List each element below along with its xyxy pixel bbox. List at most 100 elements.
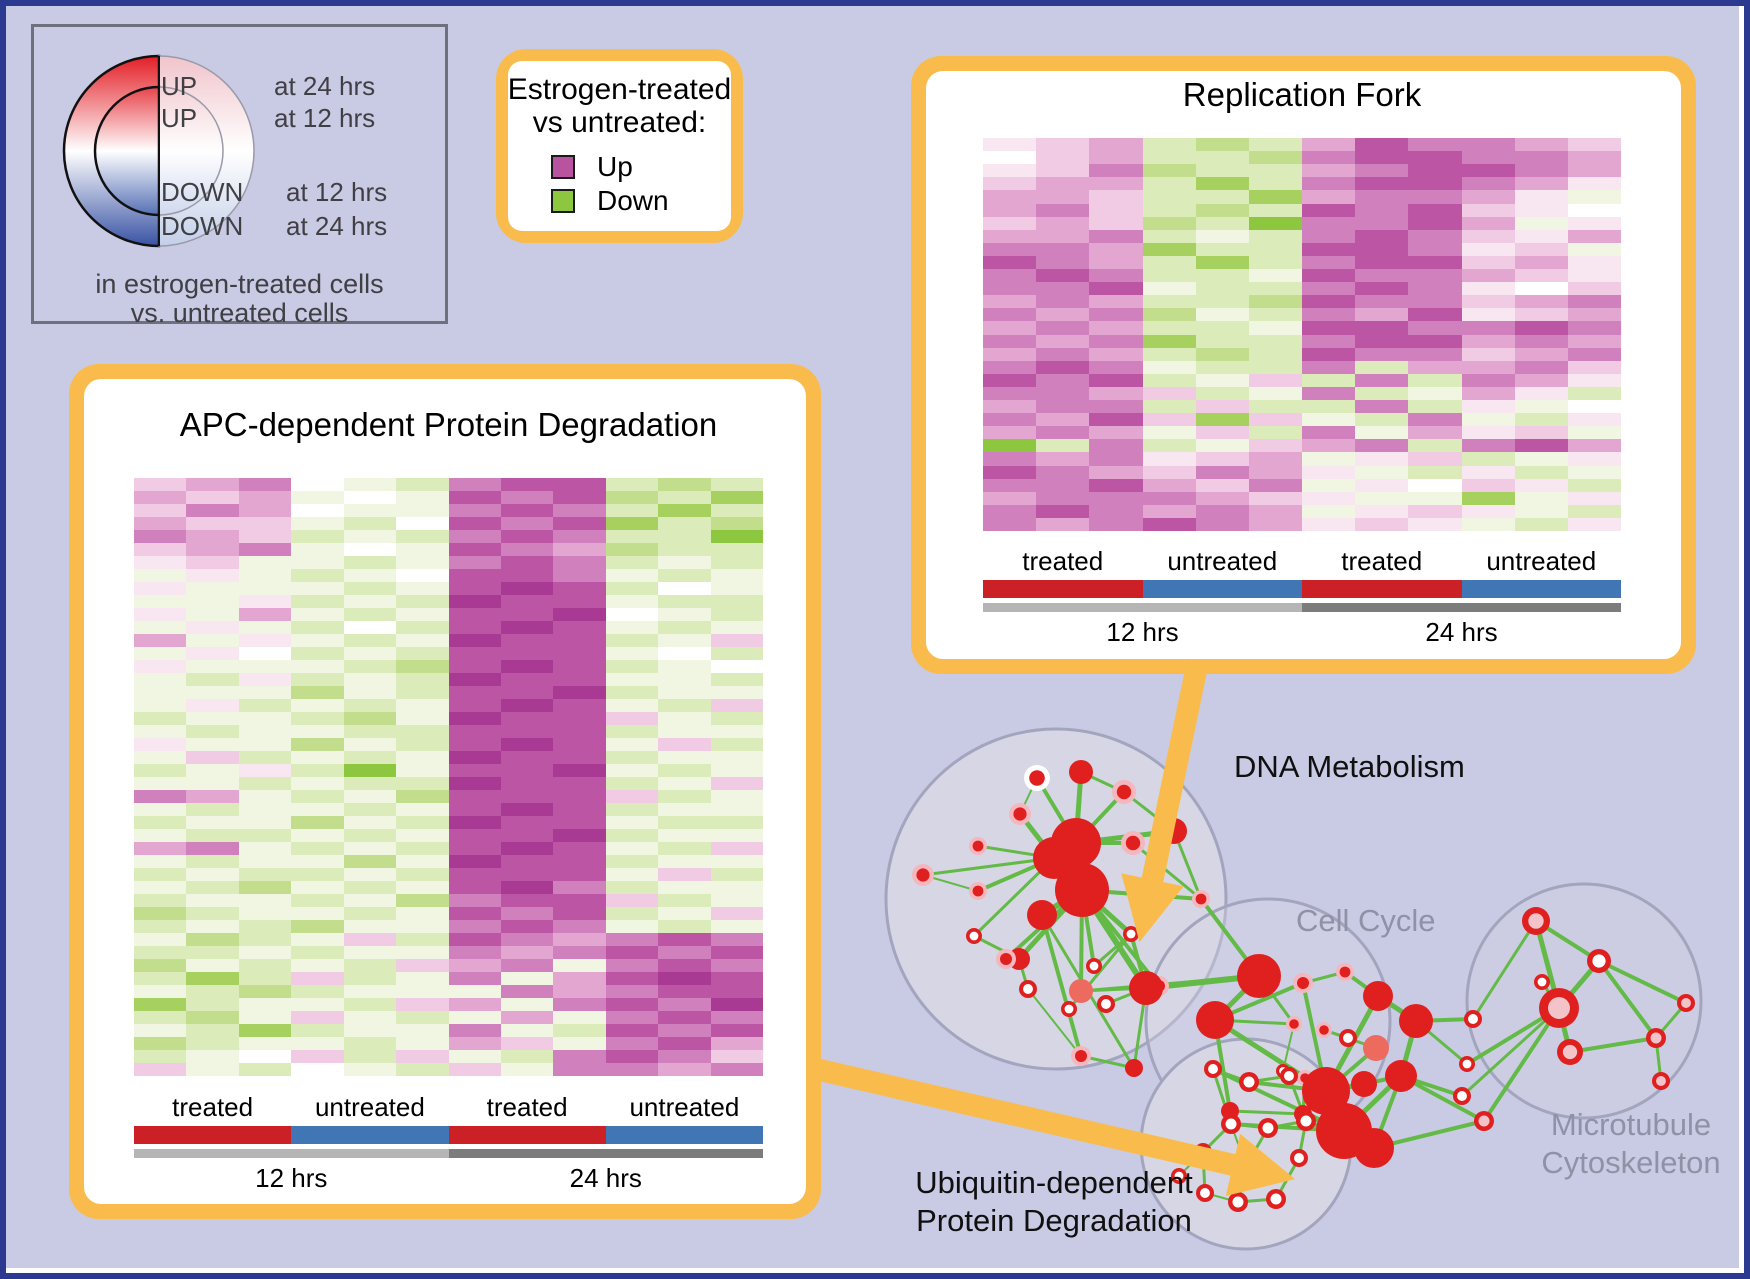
- heatmap-cell: [343, 959, 397, 972]
- heatmap-cell: [396, 634, 449, 647]
- network-node-core: [972, 840, 984, 852]
- network-node-hole: [1126, 929, 1136, 939]
- heatmap-cell: [1461, 164, 1515, 178]
- network-edge: [1597, 959, 1658, 1040]
- arrow-replication-to-dna: [1121, 658, 1209, 943]
- heatmap-cell: [343, 894, 397, 907]
- heatmap-cell: [291, 959, 344, 972]
- network-node-hole: [1650, 1032, 1662, 1044]
- heatmap-cell: [238, 803, 292, 816]
- heatmap-cell: [605, 829, 659, 842]
- heatmap-cell: [1036, 360, 1090, 374]
- heatmap-cell: [343, 816, 397, 829]
- heatmap-cell: [1408, 373, 1462, 387]
- heatmap-cell: [238, 673, 292, 686]
- group-label-treated: treated: [1022, 546, 1104, 576]
- heatmap-cell: [448, 985, 501, 998]
- heatmap-cell: [1195, 164, 1249, 178]
- heatmap-cell: [658, 868, 711, 881]
- heatmap-cell: [500, 959, 554, 972]
- heatmap-cell: [186, 777, 239, 790]
- heatmap-cell: [186, 478, 239, 491]
- heatmap-cell: [1408, 439, 1462, 453]
- heatmap-cell: [1461, 400, 1515, 414]
- heatmap-cell: [1248, 203, 1302, 217]
- heatmap-cell: [1355, 413, 1409, 427]
- heatmap-cell: [553, 1063, 606, 1076]
- heatmap-cell: [1355, 203, 1409, 217]
- heatmap-cell: [605, 881, 659, 894]
- heatmap-cell: [605, 530, 659, 543]
- heatmap-cell: [553, 920, 606, 933]
- heatmap-cell: [500, 764, 554, 777]
- replication-fork-heatmap: [983, 138, 1621, 531]
- network-node-hole: [1208, 1064, 1218, 1074]
- heatmap-cell: [710, 1011, 763, 1024]
- heatmap-cell: [1461, 151, 1515, 165]
- heatmap-cell: [396, 920, 449, 933]
- heatmap-cell: [343, 1050, 397, 1063]
- heatmap-cell: [658, 738, 711, 751]
- heatmap-cell: [1248, 491, 1302, 505]
- heatmap-cell: [238, 959, 292, 972]
- heatmap-cell: [658, 959, 711, 972]
- heatmap-cell: [1408, 203, 1462, 217]
- heatmap-cell: [1408, 295, 1462, 309]
- heatmap-cell: [1461, 334, 1515, 348]
- heatmap-cell: [710, 894, 763, 907]
- network-node-hole: [969, 931, 979, 941]
- heatmap-cell: [553, 1024, 606, 1037]
- heatmap-cell: [553, 946, 606, 959]
- legend-up-24-word: UP: [161, 71, 198, 101]
- heatmap-cell: [1355, 295, 1409, 309]
- heatmap-cell: [1248, 164, 1302, 178]
- heatmap-cell: [658, 478, 711, 491]
- heatmap-cell: [1248, 255, 1302, 269]
- heatmap-cell: [1302, 360, 1356, 374]
- heatmap-cell: [553, 790, 606, 803]
- heatmap-cell: [134, 790, 187, 803]
- heatmap-cell: [238, 621, 292, 634]
- heatmap-cell: [1089, 465, 1143, 479]
- heatmap-cell: [500, 673, 554, 686]
- heatmap-cell: [1248, 229, 1302, 243]
- legend-up-12-word: UP: [161, 103, 198, 133]
- network-node-core: [1116, 784, 1132, 800]
- heatmap-cell: [1248, 321, 1302, 335]
- heatmap-cell: [448, 491, 501, 504]
- heatmap-cell: [1355, 282, 1409, 296]
- heatmap-cell: [1302, 164, 1356, 178]
- heatmap-cell: [1036, 413, 1090, 427]
- heatmap-cell: [1355, 334, 1409, 348]
- heatmap-cell: [983, 386, 1037, 400]
- arrow-apc-to-ubiquitin: [808, 1057, 1296, 1196]
- heatmap-cell: [1248, 413, 1302, 427]
- heatmap-cell: [1248, 190, 1302, 204]
- heatmap-cell: [396, 777, 449, 790]
- untreated-bar: [605, 1126, 763, 1144]
- heatmap-cell: [1408, 504, 1462, 518]
- heatmap-cell: [710, 621, 763, 634]
- heatmap-cell: [1355, 138, 1409, 152]
- heatmap-cell: [710, 816, 763, 829]
- heatmap-cell: [983, 138, 1037, 152]
- network-node-hole: [1468, 1014, 1478, 1024]
- network-node: [1196, 1001, 1234, 1039]
- heatmap-cell: [1302, 491, 1356, 505]
- updown-rings-icon: [62, 54, 255, 248]
- heatmap-cell: [1142, 465, 1196, 479]
- heatmap-cell: [1248, 386, 1302, 400]
- heatmap-cell: [134, 543, 187, 556]
- heatmap-cell: [291, 582, 344, 595]
- heatmap-cell: [1089, 347, 1143, 361]
- heatmap-cell: [343, 1011, 397, 1024]
- heatmap-cell: [1089, 164, 1143, 178]
- heatmap-cell: [658, 790, 711, 803]
- heatmap-cell: [658, 881, 711, 894]
- heatmap-cell: [1514, 216, 1568, 230]
- heatmap-cell: [553, 686, 606, 699]
- heatmap-cell: [448, 764, 501, 777]
- heatmap-cell: [605, 725, 659, 738]
- heatmap-cell: [343, 660, 397, 673]
- heatmap-cell: [291, 829, 344, 842]
